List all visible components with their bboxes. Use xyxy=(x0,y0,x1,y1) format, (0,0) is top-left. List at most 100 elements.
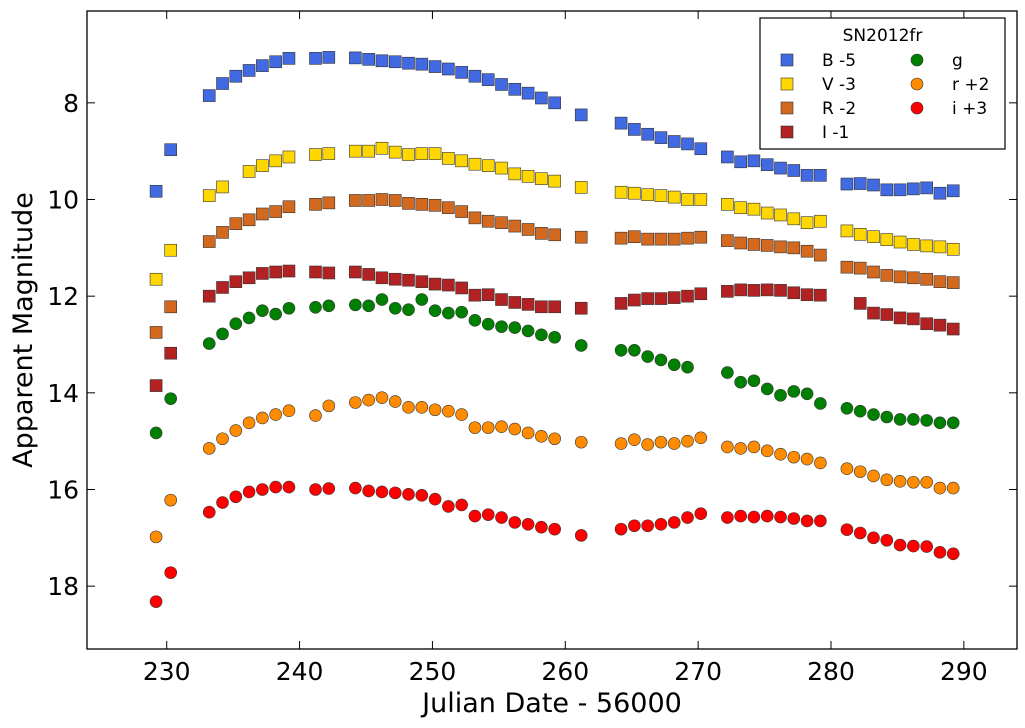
data-point xyxy=(455,408,468,421)
data-point xyxy=(455,205,468,218)
data-point xyxy=(149,184,163,198)
x-tick-label: 250 xyxy=(409,657,457,686)
data-point xyxy=(468,157,482,171)
data-point xyxy=(521,170,535,183)
data-point xyxy=(907,238,920,251)
data-point xyxy=(455,154,468,168)
data-point xyxy=(946,416,960,430)
data-point xyxy=(721,511,734,524)
data-point xyxy=(654,232,668,246)
data-point xyxy=(269,480,282,494)
data-point xyxy=(521,223,535,236)
data-point xyxy=(428,60,442,73)
data-point xyxy=(309,265,322,279)
data-point xyxy=(322,266,336,280)
data-point xyxy=(402,148,415,161)
data-point xyxy=(907,312,920,326)
data-point xyxy=(880,473,894,487)
data-point xyxy=(508,167,522,181)
data-point xyxy=(734,375,747,389)
data-point xyxy=(282,52,296,65)
data-point xyxy=(946,547,960,561)
data-point xyxy=(508,422,522,436)
legend-label: i +3 xyxy=(952,99,987,119)
data-point xyxy=(840,462,854,476)
data-point xyxy=(747,440,761,454)
data-point xyxy=(840,224,854,238)
data-point xyxy=(349,51,362,65)
data-point xyxy=(681,511,694,524)
data-point xyxy=(535,300,548,314)
data-point xyxy=(282,264,296,278)
data-point xyxy=(442,62,455,76)
legend-marker xyxy=(910,101,924,115)
data-point xyxy=(242,271,256,285)
data-point xyxy=(946,276,960,289)
data-point xyxy=(880,269,894,282)
data-point xyxy=(521,426,535,440)
data-point xyxy=(282,480,296,494)
data-point xyxy=(388,55,402,69)
data-point xyxy=(867,178,880,192)
series-i-1 xyxy=(149,264,960,392)
data-point xyxy=(893,474,907,488)
legend-entry-i-3: i +3 xyxy=(910,99,987,119)
legend-entry-r-2: r +2 xyxy=(910,75,989,95)
legend-label: r +2 xyxy=(952,75,989,95)
data-point xyxy=(734,236,747,250)
x-tick-label: 240 xyxy=(276,657,324,686)
data-point xyxy=(721,150,734,164)
data-point xyxy=(349,144,362,158)
x-tick-label: 260 xyxy=(541,657,589,686)
data-point xyxy=(920,239,933,253)
data-point xyxy=(641,438,654,451)
data-point xyxy=(164,346,177,360)
data-point xyxy=(362,393,375,407)
data-point xyxy=(322,482,336,495)
data-point xyxy=(800,514,814,528)
data-point xyxy=(760,283,774,297)
data-point xyxy=(481,214,495,228)
x-tick-label: 280 xyxy=(807,657,855,686)
data-point xyxy=(242,416,256,430)
data-point xyxy=(800,452,814,466)
x-tick-label: 290 xyxy=(940,657,988,686)
data-point xyxy=(402,401,415,414)
data-point xyxy=(628,186,641,200)
data-point xyxy=(415,198,429,211)
data-point xyxy=(574,529,588,542)
data-point xyxy=(468,69,482,83)
data-point xyxy=(375,193,389,206)
data-point xyxy=(800,216,814,229)
data-point xyxy=(309,52,322,65)
y-axis-label: Apparent Magnitude xyxy=(8,192,39,468)
data-point xyxy=(455,498,468,512)
data-point xyxy=(242,165,256,178)
data-point xyxy=(216,496,229,509)
data-point xyxy=(814,397,827,410)
data-point xyxy=(349,194,362,207)
legend-marker xyxy=(780,77,794,91)
data-point xyxy=(415,401,429,414)
data-point xyxy=(654,435,668,449)
data-point xyxy=(309,483,322,496)
data-point xyxy=(628,293,641,307)
data-point xyxy=(521,517,535,531)
data-point xyxy=(734,509,747,523)
data-point xyxy=(747,374,761,388)
data-point xyxy=(149,272,163,286)
data-point xyxy=(388,486,402,500)
data-point xyxy=(149,530,163,544)
data-point xyxy=(814,514,827,528)
data-point xyxy=(760,509,774,523)
data-point xyxy=(814,169,827,182)
data-point xyxy=(694,193,708,206)
data-point xyxy=(508,516,522,529)
data-point xyxy=(641,127,654,141)
data-point xyxy=(747,238,761,251)
series-g xyxy=(149,293,960,440)
data-point xyxy=(694,287,708,301)
data-point xyxy=(415,488,429,502)
data-point xyxy=(880,233,894,246)
y-tick-label: 12 xyxy=(47,282,79,311)
